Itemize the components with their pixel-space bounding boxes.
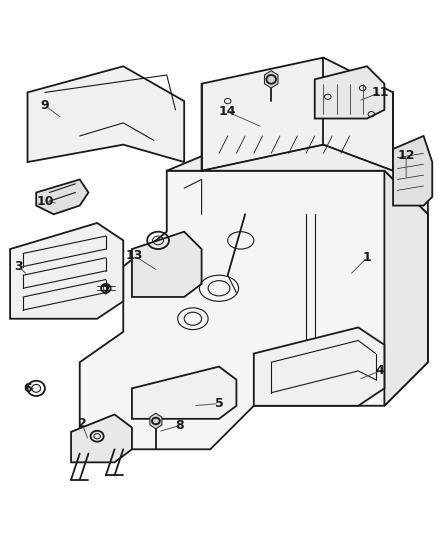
Text: 14: 14 [219,106,237,118]
Text: 12: 12 [397,149,415,162]
Polygon shape [167,127,428,214]
Text: 4: 4 [376,365,385,377]
Polygon shape [28,66,184,162]
Polygon shape [265,71,278,88]
Text: 6: 6 [23,382,32,395]
Polygon shape [71,415,132,462]
Polygon shape [150,413,162,429]
Text: 1: 1 [363,251,371,264]
Text: 3: 3 [14,260,23,273]
Polygon shape [201,58,393,171]
Text: 13: 13 [125,249,143,262]
Polygon shape [36,180,88,214]
Polygon shape [254,327,385,406]
Text: 11: 11 [371,86,389,99]
Text: 5: 5 [215,397,223,410]
Polygon shape [315,66,385,118]
Polygon shape [132,367,237,419]
Polygon shape [385,171,428,406]
Polygon shape [10,223,123,319]
Text: 10: 10 [36,195,54,208]
Text: 2: 2 [78,417,86,430]
Polygon shape [393,136,432,206]
Polygon shape [80,171,428,449]
Text: 9: 9 [41,99,49,112]
Polygon shape [132,232,201,297]
Text: 8: 8 [176,419,184,432]
Text: 7: 7 [102,284,110,297]
